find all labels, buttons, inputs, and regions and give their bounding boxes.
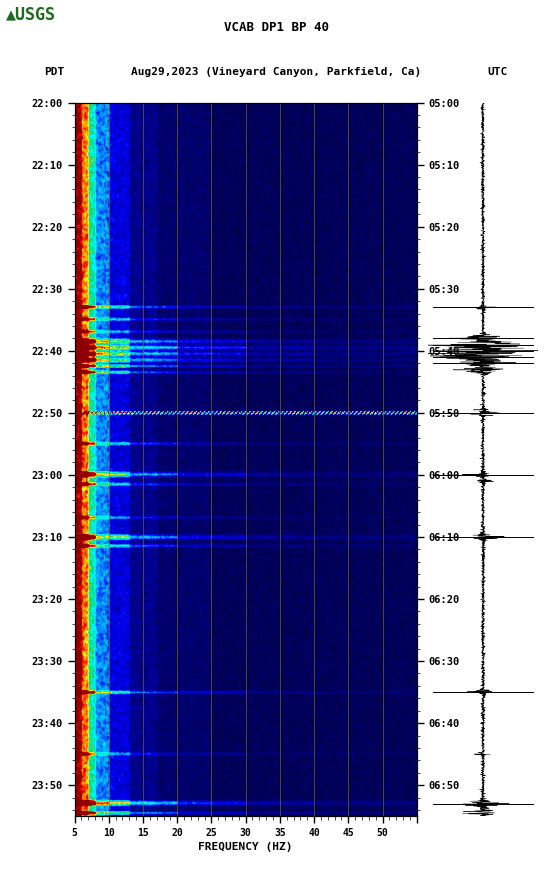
- Text: VCAB DP1 BP 40: VCAB DP1 BP 40: [224, 21, 328, 34]
- Text: ▲USGS: ▲USGS: [6, 5, 56, 23]
- Text: PDT: PDT: [44, 67, 65, 77]
- Text: UTC: UTC: [487, 67, 508, 77]
- Text: Aug29,2023 (Vineyard Canyon, Parkfield, Ca): Aug29,2023 (Vineyard Canyon, Parkfield, …: [131, 67, 421, 77]
- X-axis label: FREQUENCY (HZ): FREQUENCY (HZ): [198, 842, 293, 852]
